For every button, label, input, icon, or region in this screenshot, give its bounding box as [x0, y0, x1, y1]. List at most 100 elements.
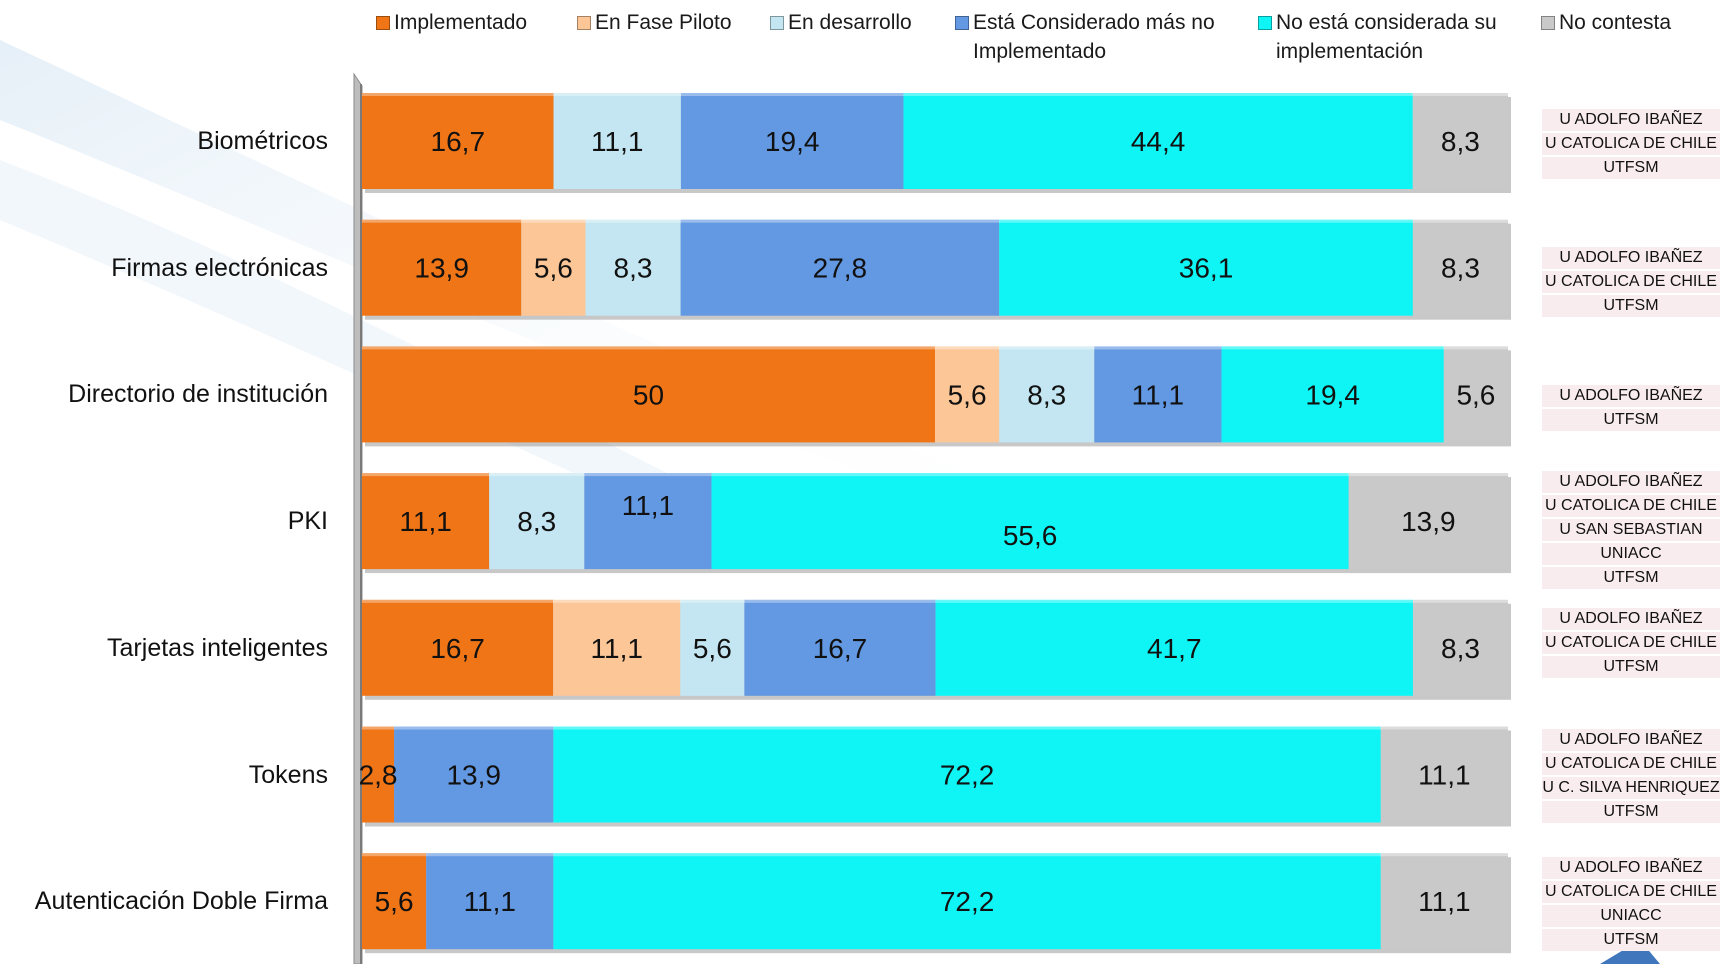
- bar-highlight: [362, 599, 1508, 603]
- data-label: 19,4: [765, 126, 820, 157]
- legend-label: En desarrollo: [788, 11, 912, 34]
- data-label: 11,1: [1418, 760, 1470, 791]
- institution-name: U ADOLFO IBAÑEZ: [1542, 729, 1720, 751]
- legend-swatch: [770, 16, 784, 30]
- legend-swatch: [955, 16, 969, 30]
- data-label: 11,1: [622, 490, 674, 521]
- data-label: 8,3: [517, 506, 556, 537]
- data-label: 5,6: [534, 253, 573, 284]
- bar-highlight: [362, 853, 1508, 857]
- legend-label: No contesta: [1559, 11, 1672, 34]
- bar-segment-no-esta-considerada-su-implementacion: [553, 726, 1381, 823]
- legend-swatch: [376, 16, 390, 30]
- data-label: 13,9: [446, 760, 501, 791]
- legend-item-implementado: Implementado: [376, 8, 527, 37]
- bar-segment-implementado: [362, 473, 490, 570]
- bar-segment-en-desarrollo: [585, 219, 681, 316]
- data-label: 8,3: [614, 253, 653, 284]
- category-label-biometricos: Biométricos: [197, 127, 328, 155]
- bar-segment-no-esta-considerada-su-implementacion: [935, 599, 1413, 696]
- legend-swatch: [1258, 16, 1272, 30]
- institution-list: U ADOLFO IBAÑEZ U CATOLICA DE CHILE UNIACC…: [1542, 857, 1720, 953]
- bar-segment-implementado: [362, 93, 554, 189]
- data-label: 5,6: [1456, 379, 1495, 410]
- bar-segment-no-esta-considerada-su-implementacion: [711, 473, 1349, 570]
- data-label: 11,1: [591, 126, 643, 157]
- bar-segment-no-esta-considerada-su-implementacion: [999, 219, 1413, 316]
- bar-highlight: [362, 726, 1508, 730]
- legend-label: Implementado: [973, 40, 1107, 63]
- legend-label: Implementado: [394, 11, 528, 34]
- bar-segment-no-contesta: [1380, 853, 1508, 950]
- institution-name: U ADOLFO IBAÑEZ: [1542, 109, 1720, 131]
- legend-swatch: [577, 16, 591, 30]
- institution-name: UNIACC: [1542, 905, 1720, 927]
- legend-label: implementación: [1276, 40, 1424, 63]
- legend-item-en-fase-piloto: En Fase Piloto: [577, 8, 732, 37]
- legend-item-no-contesta: No contesta: [1541, 8, 1671, 37]
- data-label: 36,1: [1179, 253, 1234, 284]
- bar-segment-en-fase-piloto: [935, 346, 1000, 443]
- institution-name: UTFSM: [1542, 295, 1720, 317]
- bar-segment-no-contesta: [1348, 473, 1508, 570]
- bar-segment-en-desarrollo: [553, 93, 681, 189]
- data-label: 2,8: [359, 760, 398, 791]
- institution-name: UTFSM: [1542, 409, 1720, 431]
- category-label-tokens: Tokens: [248, 760, 328, 789]
- institution-name: U ADOLFO IBAÑEZ: [1542, 471, 1720, 493]
- data-label: 8,3: [1441, 633, 1480, 664]
- data-label: 41,7: [1147, 633, 1202, 664]
- bar-segment-esta-considerado-mas-no-implementado: [584, 473, 712, 570]
- data-label: 11,1: [464, 886, 516, 917]
- legend-label: Está Considerado más no: [973, 11, 1215, 34]
- bar-segment-en-fase-piloto: [521, 219, 586, 316]
- institution-name: U ADOLFO IBAÑEZ: [1542, 608, 1720, 630]
- data-label: 16,7: [813, 633, 868, 664]
- institution-name: U CATOLICA DE CHILE: [1542, 495, 1720, 517]
- bar-segment-en-desarrollo: [680, 599, 745, 696]
- bar-segment-no-contesta: [1412, 93, 1508, 189]
- institution-name: UNIACC: [1542, 543, 1720, 565]
- category-label-pki: PKI: [287, 507, 328, 536]
- data-label: 5,6: [948, 379, 987, 410]
- bar-highlight: [362, 473, 1508, 477]
- institution-name: U CATOLICA DE CHILE: [1542, 133, 1720, 155]
- data-label: 13,9: [1401, 506, 1456, 537]
- bar-segment-esta-considerado-mas-no-implementado: [394, 726, 554, 823]
- legend-swatch: [1541, 16, 1555, 30]
- institution-list: U ADOLFO IBAÑEZ U CATOLICA DE CHILE UTFSM: [1542, 608, 1720, 680]
- bar-segment-en-desarrollo: [489, 473, 585, 570]
- data-label: 13,9: [414, 253, 469, 284]
- data-label: 44,4: [1131, 126, 1186, 157]
- data-label: 19,4: [1305, 379, 1360, 410]
- data-label: 72,2: [940, 760, 995, 791]
- data-label: 16,7: [430, 633, 485, 664]
- bar-highlight: [362, 346, 1508, 350]
- bar-segment-implementado: [362, 346, 935, 443]
- bar-segment-esta-considerado-mas-no-implementado: [680, 93, 904, 189]
- institution-name: U ADOLFO IBAÑEZ: [1542, 857, 1720, 879]
- data-label: 72,2: [940, 886, 995, 917]
- legend-item-esta-considerado-mas-no-implementado: Está Considerado más no Implementado: [955, 8, 1215, 66]
- bar-segment-esta-considerado-mas-no-implementado: [426, 853, 554, 950]
- bar-segment-implementado: [362, 599, 554, 696]
- institution-list: U ADOLFO IBAÑEZ U CATOLICA DE CHILE U SAN …: [1542, 471, 1720, 591]
- institution-name: U CATOLICA DE CHILE: [1542, 632, 1720, 654]
- institution-name: U C. SILVA HENRIQUEZ: [1542, 777, 1720, 799]
- data-label: 55,6: [1003, 520, 1058, 551]
- data-label: 5,6: [693, 633, 732, 664]
- bar-segment-implementado: [362, 853, 427, 950]
- legend-item-no-esta-considerada-su-implementacion: No está considerada su implementación: [1258, 8, 1497, 66]
- institution-name: UTFSM: [1542, 929, 1720, 951]
- institution-name: UTFSM: [1542, 157, 1720, 179]
- legend: Implementado En Fase Piloto En desarrollo E…: [0, 0, 1735, 70]
- bar-segment-implementado: [362, 726, 395, 823]
- bar-segment-no-contesta: [1412, 599, 1508, 696]
- bar-segment-esta-considerado-mas-no-implementado: [744, 599, 936, 696]
- bar-segment-no-esta-considerada-su-implementacion: [1221, 346, 1444, 443]
- institution-list: U ADOLFO IBAÑEZ U CATOLICA DE CHILE UTFSM: [1542, 109, 1720, 181]
- bar-segment-en-desarrollo: [999, 346, 1095, 443]
- bar-segment-no-esta-considerada-su-implementacion: [903, 93, 1413, 189]
- institution-name: U SAN SEBASTIAN: [1542, 519, 1720, 541]
